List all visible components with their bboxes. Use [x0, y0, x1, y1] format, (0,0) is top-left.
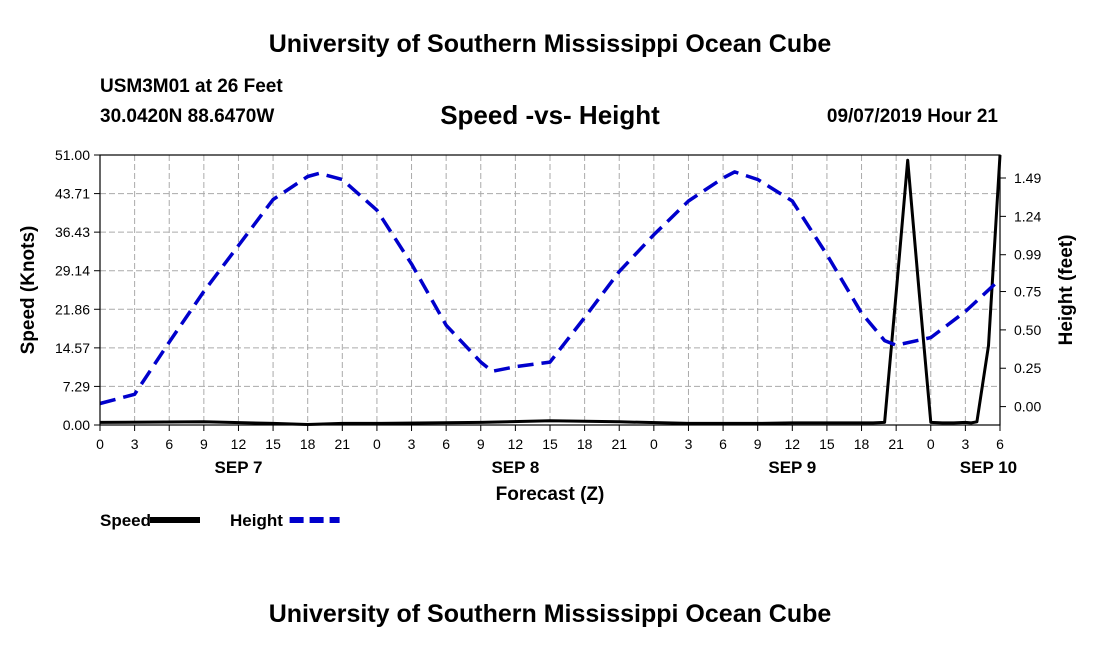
y-tick-label: 29.14	[55, 263, 90, 279]
x-axis-label: Forecast (Z)	[496, 484, 605, 505]
x-tick-label: 12	[785, 436, 801, 452]
x-tick-label: 15	[265, 436, 281, 452]
x-tick-label: 6	[165, 436, 173, 452]
y2-tick-label: 0.00	[1014, 399, 1041, 415]
y2-tick-label: 0.99	[1014, 247, 1041, 263]
y-axis-label: Speed (Knots)	[18, 226, 39, 355]
chart-legend: Speed Height	[100, 511, 340, 530]
x-tick-label: 9	[754, 436, 762, 452]
x-tick-label: 18	[854, 436, 870, 452]
page-title: University of Southern Mississippi Ocean…	[268, 30, 832, 58]
footer-title: University of Southern Mississippi Ocean…	[268, 600, 832, 628]
x-day-label: SEP 9	[768, 458, 816, 477]
y2-tick-label: 0.25	[1014, 360, 1041, 376]
legend-label: Speed	[100, 511, 151, 530]
chart-series	[99, 154, 1002, 426]
x-tick-label: 0	[650, 436, 658, 452]
plot-title: Speed -vs- Height	[440, 100, 660, 130]
station-label: USM3M01 at 26 Feet	[100, 76, 283, 97]
x-tick-label: 18	[300, 436, 316, 452]
y-tick-label: 7.29	[63, 378, 90, 394]
x-tick-label: 21	[611, 436, 627, 452]
y2-axis-label: Height (feet)	[1056, 235, 1077, 346]
x-tick-label: 0	[96, 436, 104, 452]
forecast-datetime: 09/07/2019 Hour 21	[826, 106, 998, 127]
y-tick-label: 14.57	[55, 340, 90, 356]
x-tick-label: 6	[442, 436, 450, 452]
x-tick-label: 0	[373, 436, 381, 452]
x-tick-label: 15	[819, 436, 835, 452]
y-tick-label: 21.86	[55, 301, 90, 317]
y-tick-label: 51.00	[55, 147, 90, 163]
x-tick-label: 9	[200, 436, 208, 452]
x-tick-label: 3	[685, 436, 693, 452]
x-tick-label: 18	[577, 436, 593, 452]
legend-label: Height	[230, 511, 283, 530]
x-day-label: SEP 7	[215, 458, 263, 477]
y-tick-label: 0.00	[63, 417, 90, 433]
chart-axes: 0.00 7.29 14.57 21.86 29.14 36.43 43.71 51.00 0.…	[55, 147, 1042, 477]
y2-tick-label: 0.75	[1014, 284, 1041, 300]
x-tick-label: 6	[719, 436, 727, 452]
y2-tick-label: 0.50	[1014, 322, 1041, 338]
x-tick-label: 3	[131, 436, 139, 452]
y-tick-label: 36.43	[55, 224, 90, 240]
x-tick-label: 3	[408, 436, 416, 452]
x-tick-label: 9	[477, 436, 485, 452]
y-tick-label: 43.71	[55, 186, 90, 202]
x-tick-label: 3	[961, 436, 969, 452]
height-series-line	[99, 170, 1002, 406]
x-tick-label: 12	[231, 436, 247, 452]
station-coordinates: 30.0420N 88.6470W	[100, 106, 275, 127]
x-tick-label: 15	[542, 436, 558, 452]
x-day-label: SEP 8	[491, 458, 539, 477]
y2-tick-label: 1.49	[1014, 170, 1041, 186]
x-tick-label: 6	[996, 436, 1004, 452]
x-tick-label: 0	[927, 436, 935, 452]
x-tick-label: 12	[508, 436, 524, 452]
x-tick-label: 21	[888, 436, 904, 452]
speed-series-line	[99, 154, 1002, 426]
x-tick-label: 21	[335, 436, 351, 452]
x-day-label: SEP 10	[960, 458, 1017, 477]
y2-tick-label: 1.24	[1014, 208, 1041, 224]
chart-grid	[100, 155, 1000, 425]
